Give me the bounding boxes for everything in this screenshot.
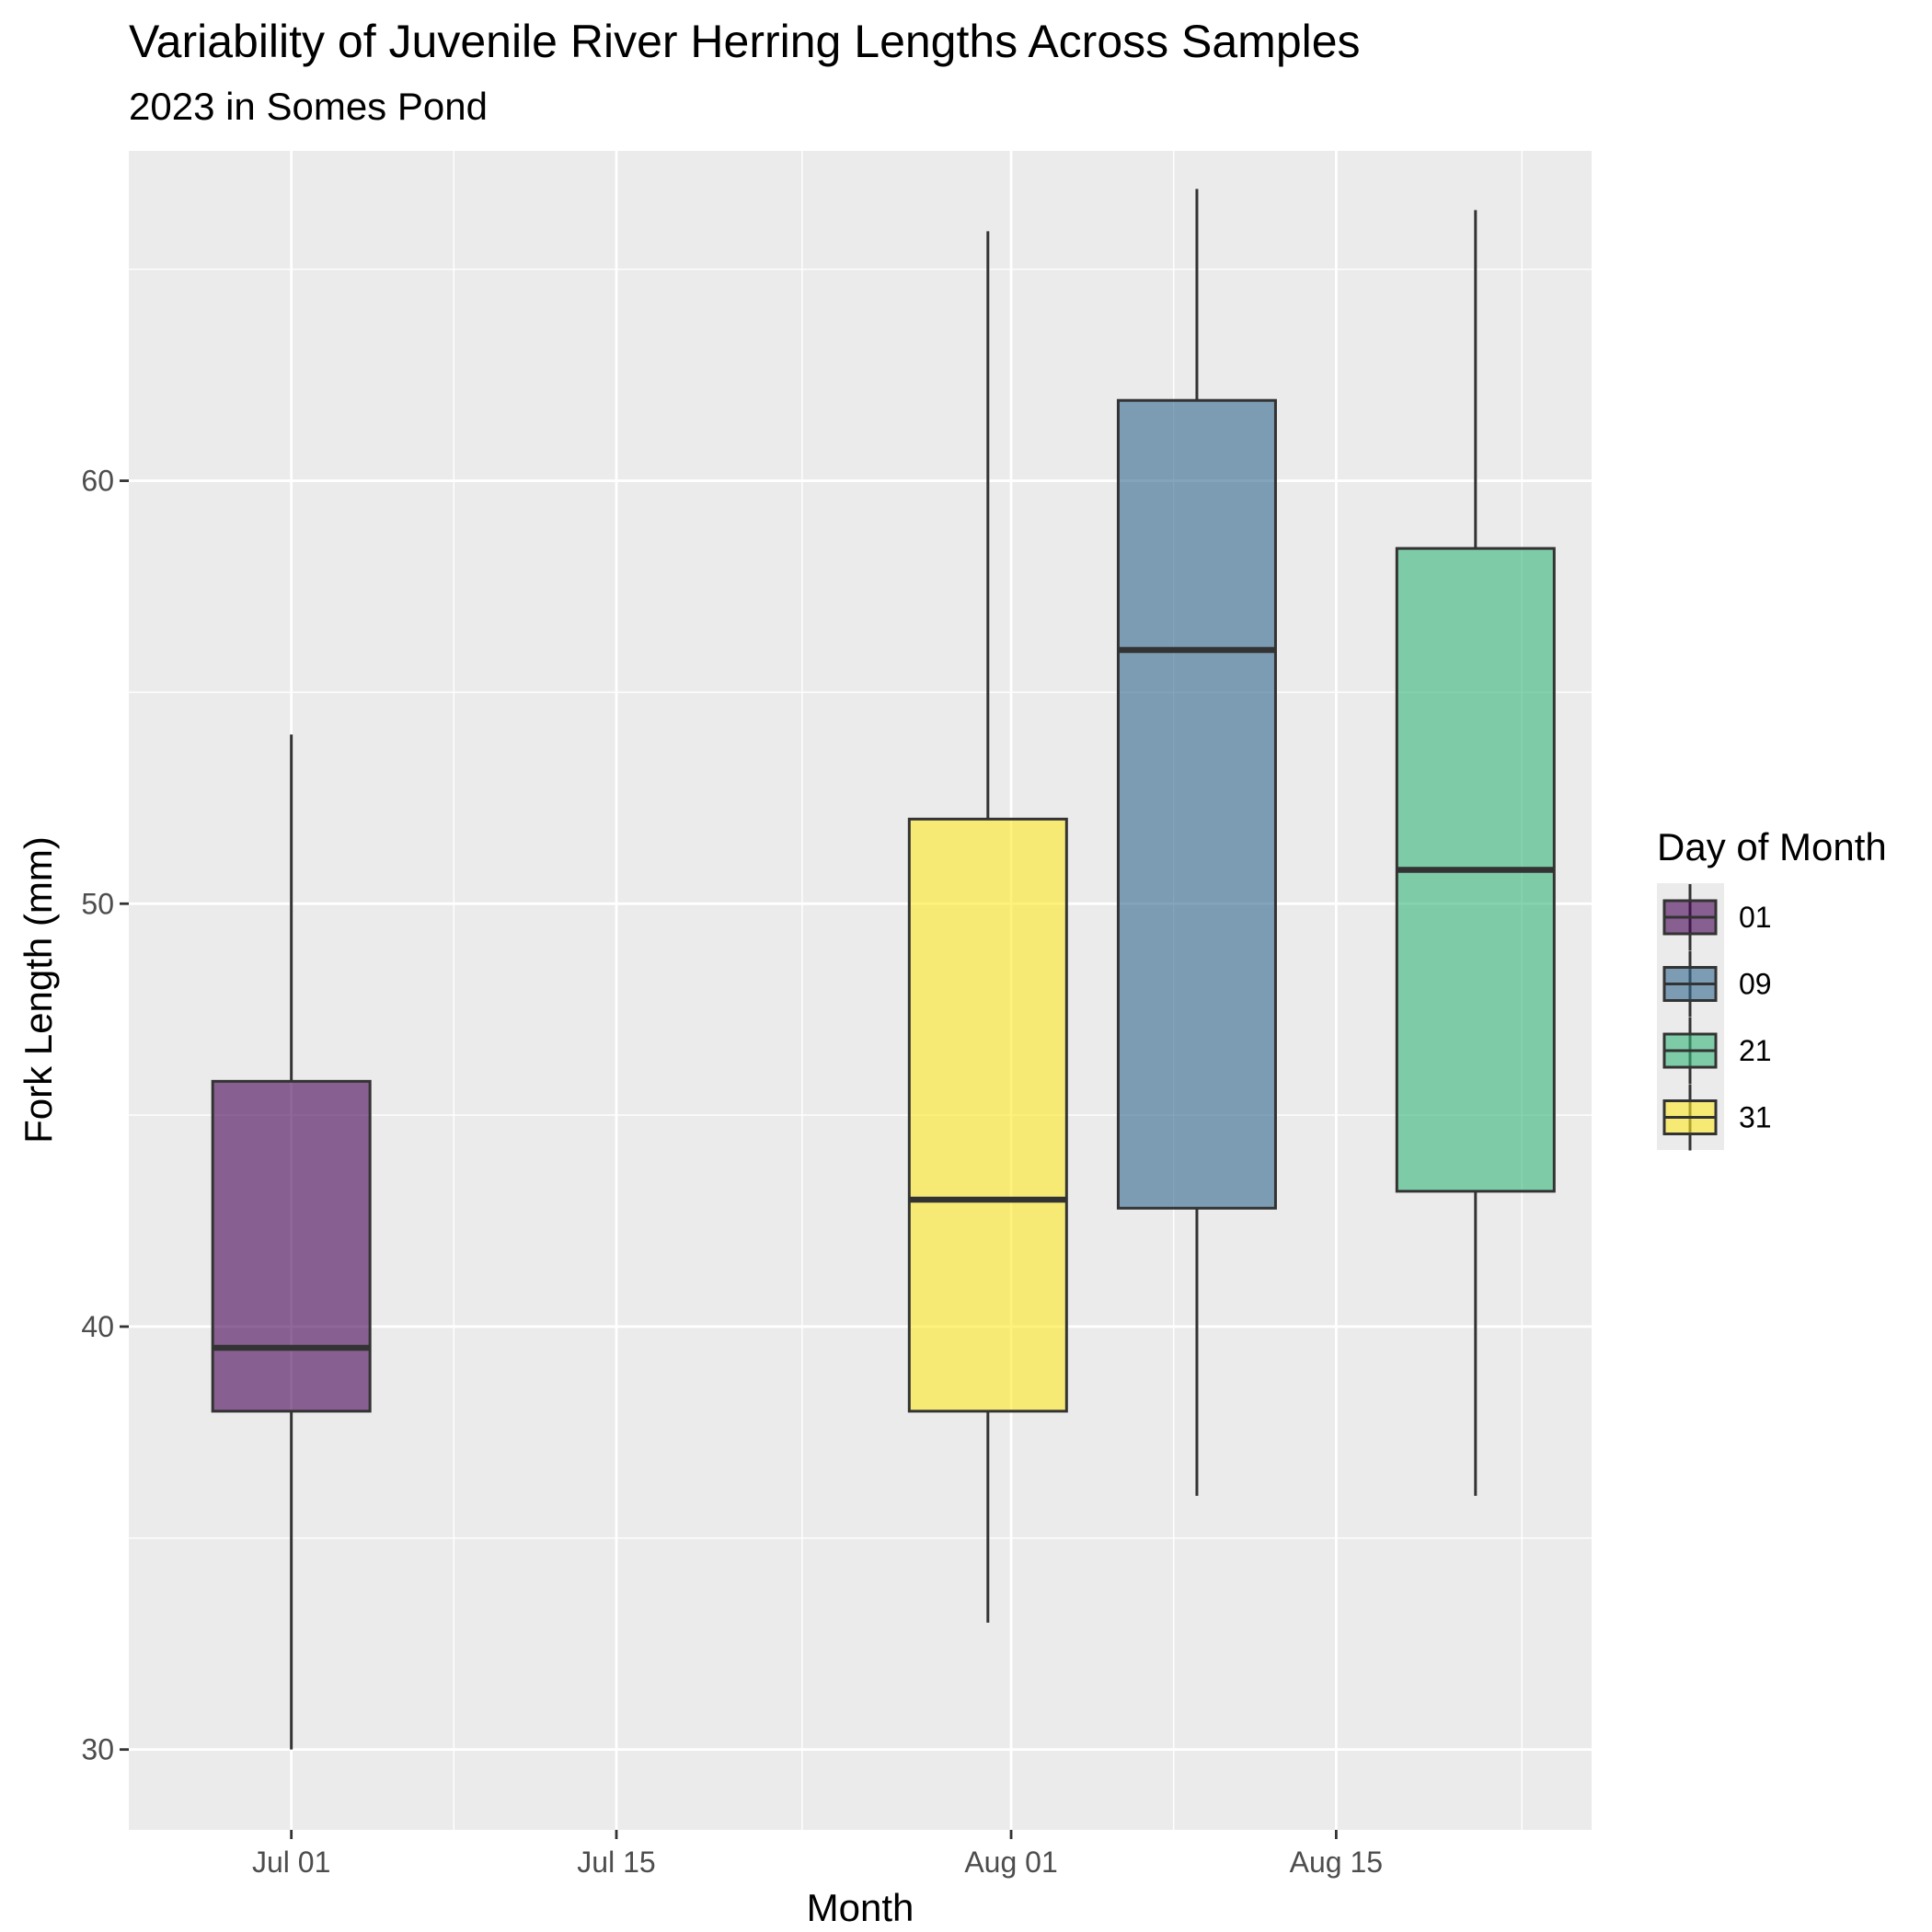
legend-label: 09 <box>1739 968 1772 1001</box>
legend-label: 01 <box>1739 901 1772 934</box>
box-09 <box>1116 189 1277 1496</box>
y-tick-label: 50 <box>81 887 114 920</box>
y-axis-title: Fork Length (mm) <box>17 836 60 1144</box>
legend-item-01: 01 <box>1662 884 1772 950</box>
legend-item-31: 31 <box>1662 1084 1772 1151</box>
legend-item-21: 21 <box>1662 1018 1772 1084</box>
x-tick-label: Aug 15 <box>1290 1846 1383 1879</box>
box-body <box>1116 398 1277 1210</box>
x-axis: Jul 01 Jul 15 Aug 01 Aug 15 <box>252 1830 1383 1879</box>
y-tick-label: 30 <box>81 1733 114 1766</box>
chart-title: Variability of Juvenile River Herring Le… <box>129 16 1361 67</box>
y-axis: 30 40 50 60 <box>81 465 129 1766</box>
legend: Day of Month 01 09 21 31 <box>1657 825 1887 1151</box>
legend-item-09: 09 <box>1662 950 1772 1018</box>
legend-label: 21 <box>1739 1034 1772 1067</box>
box-body <box>907 817 1068 1413</box>
box-21 <box>1395 210 1556 1496</box>
box-31 <box>907 231 1068 1623</box>
box-layer <box>211 189 1556 1750</box>
plot-panel <box>129 151 1592 1830</box>
box-01 <box>211 734 372 1750</box>
x-axis-title: Month <box>807 1886 914 1929</box>
chart-subtitle: 2023 in Somes Pond <box>129 85 488 128</box>
box-body <box>211 1079 372 1413</box>
legend-title: Day of Month <box>1657 825 1887 868</box>
x-tick-label: Jul 15 <box>577 1846 655 1879</box>
x-tick-label: Jul 01 <box>252 1846 330 1879</box>
legend-label: 31 <box>1739 1101 1772 1134</box>
y-tick-label: 60 <box>81 465 114 498</box>
x-tick-label: Aug 01 <box>964 1846 1057 1879</box>
y-tick-label: 40 <box>81 1310 114 1343</box>
